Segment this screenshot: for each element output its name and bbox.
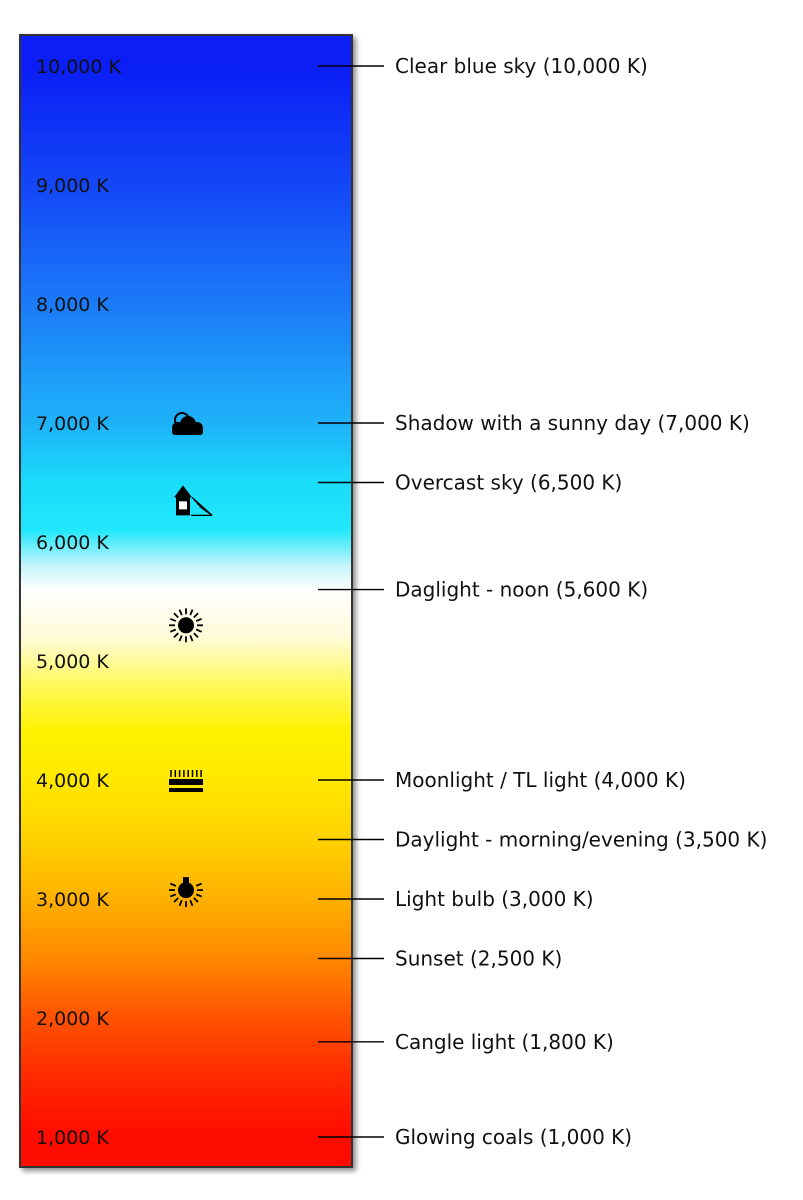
light-source-label: Cangle light (1,800 K) bbox=[395, 1030, 614, 1054]
light-source-label: Sunset (2,500 K) bbox=[395, 947, 562, 971]
tick-label: 2,000 K bbox=[36, 1008, 109, 1030]
tick-label: 3,000 K bbox=[36, 889, 109, 911]
fluorescent-light-icon bbox=[169, 770, 203, 792]
light-source-label: Overcast sky (6,500 K) bbox=[395, 471, 622, 495]
light-source-label: Daglight - noon (5,600 K) bbox=[395, 578, 648, 602]
tick-label: 4,000 K bbox=[36, 770, 109, 792]
cloud-sun-icon bbox=[172, 412, 203, 435]
tick-label: 6,000 K bbox=[36, 532, 109, 554]
light-source-label: Daylight - morning/evening (3,500 K) bbox=[395, 828, 767, 852]
light-source-label: Glowing coals (1,000 K) bbox=[395, 1125, 632, 1149]
color-temperature-bar bbox=[19, 34, 353, 1168]
tick-label: 5,000 K bbox=[36, 651, 109, 673]
tick-label: 1,000 K bbox=[36, 1127, 109, 1149]
light-source-label: Light bulb (3,000 K) bbox=[395, 887, 594, 911]
tick-label: 7,000 K bbox=[36, 413, 109, 435]
light-source-label: Moonlight / TL light (4,000 K) bbox=[395, 768, 686, 792]
tick-label: 8,000 K bbox=[36, 294, 109, 316]
sun-icon bbox=[169, 608, 203, 643]
light-bulb-icon bbox=[169, 877, 203, 908]
light-source-label: Clear blue sky (10,000 K) bbox=[395, 54, 648, 78]
tick-label: 9,000 K bbox=[36, 175, 109, 197]
house-shade-icon bbox=[174, 485, 213, 517]
light-source-label: Shadow with a sunny day (7,000 K) bbox=[395, 411, 750, 435]
tick-label: 10,000 K bbox=[36, 56, 122, 78]
